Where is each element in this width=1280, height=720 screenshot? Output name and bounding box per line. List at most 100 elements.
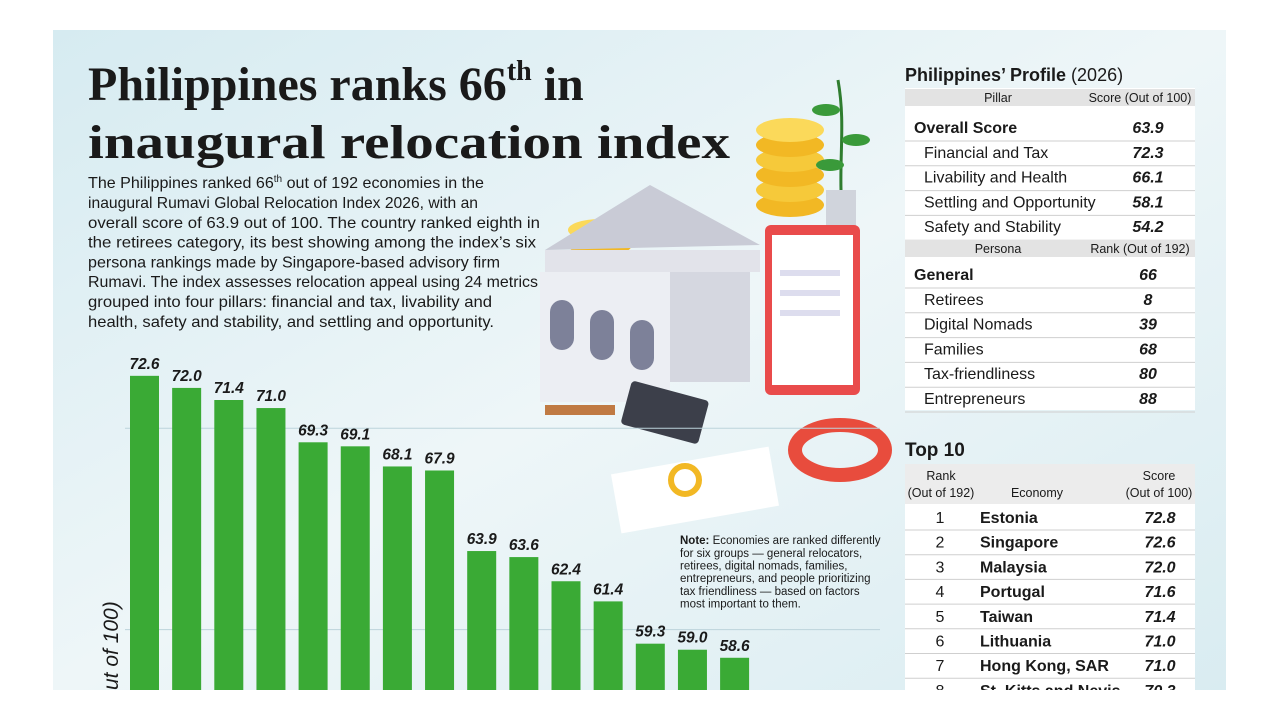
economy-cell: Malaysia xyxy=(980,559,1047,576)
header-cell: Persona xyxy=(975,242,1022,256)
economy-cell: St. Kitts and Nevis xyxy=(980,683,1121,700)
note-line: most important to them. xyxy=(680,598,801,610)
header-cell: Rank xyxy=(926,469,956,483)
table-header xyxy=(905,240,1195,257)
row-value: 80 xyxy=(1139,366,1157,383)
row-value: 39 xyxy=(1139,317,1157,334)
score-cell: 71.6 xyxy=(1144,584,1175,601)
bar xyxy=(425,470,455,690)
value-label: 62.4 xyxy=(551,561,581,578)
row-value: 8 xyxy=(1144,292,1153,309)
header-cell: Score xyxy=(1143,469,1176,483)
body-text: The Philippines ranked 66 xyxy=(88,175,274,192)
body-line: overall score of 63.9 out of 100. The co… xyxy=(88,215,540,232)
economy-cell: Portugal xyxy=(980,584,1045,601)
economy-cell: Estonia xyxy=(980,510,1038,527)
row-label: Entrepreneurs xyxy=(924,391,1025,408)
value-label: 72.6 xyxy=(130,356,160,373)
note-line: Note: Economies are ranked differently xyxy=(680,535,881,547)
score-cell: 72.0 xyxy=(1144,559,1175,576)
score-cell: 72.6 xyxy=(1144,535,1175,552)
bar xyxy=(340,446,370,690)
value-label: 71.4 xyxy=(214,380,244,397)
body-line: inaugural Rumavi Global Relocation Index… xyxy=(88,195,478,212)
rank-cell: 8 xyxy=(936,683,945,700)
rank-cell: 5 xyxy=(936,609,945,626)
title-line: inaugural relocation index xyxy=(88,116,730,169)
body-superscript: th xyxy=(274,174,282,185)
body-line: The Philippines ranked 66th out of 192 e… xyxy=(88,174,484,192)
bar xyxy=(467,551,497,690)
note-line: entrepreneurs, and people prioritizing xyxy=(680,573,871,585)
body-line: Rumavi. The index assesses relocation ap… xyxy=(88,274,538,291)
title-text: Philippines ranks 66 xyxy=(88,58,507,111)
profile-year: (2026) xyxy=(1066,65,1123,85)
row-value: 72.3 xyxy=(1132,145,1163,162)
value-label: 59.3 xyxy=(635,624,665,641)
row-label: Safety and Stability xyxy=(924,219,1061,236)
bar xyxy=(172,387,202,690)
value-label: 61.4 xyxy=(593,581,623,598)
row-label: Settling and Opportunity xyxy=(924,194,1096,211)
bar xyxy=(382,466,412,690)
note-text: Economies are ranked differently xyxy=(709,535,880,547)
value-label: 63.9 xyxy=(467,531,497,548)
score-cell: 71.4 xyxy=(1144,609,1175,626)
body-line: persona rankings made by Singapore-based… xyxy=(88,254,500,271)
row-label: General xyxy=(914,267,974,284)
bar xyxy=(214,400,244,690)
bar xyxy=(298,442,328,690)
value-label: 72.0 xyxy=(172,368,202,385)
row-label: Digital Nomads xyxy=(924,317,1032,334)
economy-cell: Taiwan xyxy=(980,609,1033,626)
rank-cell: 6 xyxy=(936,634,945,651)
rank-cell: 1 xyxy=(936,510,945,527)
header-cell: Score (Out of 100) xyxy=(1089,91,1192,105)
header-cell: Rank (Out of 192) xyxy=(1090,242,1189,256)
value-label: 63.6 xyxy=(509,537,539,554)
profile-title-text: Philippines’ Profile xyxy=(905,65,1066,85)
value-label: 71.0 xyxy=(256,388,286,405)
economy-cell: Singapore xyxy=(980,535,1058,552)
row-label: Overall Score xyxy=(914,120,1017,137)
score-cell: 71.0 xyxy=(1144,658,1175,675)
rank-cell: 4 xyxy=(936,584,945,601)
title-line: Philippines ranks 66th in xyxy=(88,56,584,111)
body-line: health, safety and stability, and settli… xyxy=(88,314,494,331)
row-label: Retirees xyxy=(924,292,984,309)
score-cell: 70.3 xyxy=(1144,683,1175,700)
note-line: tax friendliness — based on factors xyxy=(680,586,860,598)
row-label: Families xyxy=(924,341,984,358)
note-label: Note: xyxy=(680,535,709,547)
score-cell: 71.0 xyxy=(1144,634,1175,651)
economy-cell: Hong Kong, SAR xyxy=(980,658,1109,675)
economy-cell: Lithuania xyxy=(980,634,1051,651)
y-axis-label: ut of 100) xyxy=(100,601,123,690)
body-line: the retirees category, its best showing … xyxy=(88,235,536,252)
row-value: 68 xyxy=(1139,341,1157,358)
row-label: Livability and Health xyxy=(924,170,1067,187)
bar xyxy=(509,557,539,690)
bar xyxy=(256,408,286,690)
row-value: 88 xyxy=(1139,391,1157,408)
row-value: 58.1 xyxy=(1132,194,1163,211)
top10-title: Top 10 xyxy=(905,440,965,461)
row-value: 54.2 xyxy=(1132,219,1163,236)
score-cell: 72.8 xyxy=(1144,510,1175,527)
bar xyxy=(551,581,581,690)
value-label: 69.1 xyxy=(340,426,370,443)
value-label: 67.9 xyxy=(425,450,455,467)
header-cell: (Out of 100) xyxy=(1126,486,1193,500)
title-text: in xyxy=(532,58,584,111)
value-label: 59.0 xyxy=(677,630,707,647)
bar xyxy=(130,375,159,690)
body-line: grouped into four pillars: financial and… xyxy=(88,294,492,311)
table-header xyxy=(905,464,1195,504)
value-label: 69.3 xyxy=(298,422,328,439)
title-superscript: th xyxy=(507,56,532,87)
value-label: 68.1 xyxy=(382,446,412,463)
header-cell: Pillar xyxy=(984,91,1012,105)
bar xyxy=(593,601,623,690)
